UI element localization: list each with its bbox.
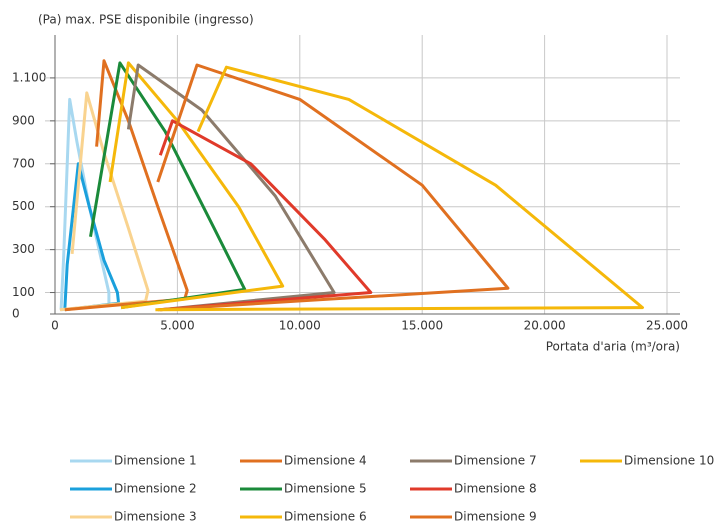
y-tick-label: 300	[12, 242, 35, 256]
legend-label: Dimensione 7	[454, 454, 537, 468]
x-tick-label: 5.000	[160, 319, 194, 333]
series-line	[89, 61, 247, 310]
x-tick-label: 10.000	[279, 319, 321, 333]
x-tick-label: 20.000	[524, 319, 566, 333]
y-tick-label: 500	[12, 199, 35, 213]
x-tick-label: 25.000	[646, 319, 688, 333]
y-tick-label: 900	[12, 113, 35, 127]
y-tick-label: 0	[12, 307, 20, 321]
legend-label: Dimensione 4	[284, 454, 367, 468]
legend-label: Dimensione 5	[284, 482, 367, 496]
legend-label: Dimensione 8	[454, 482, 537, 496]
legend-label: Dimensione 10	[624, 454, 714, 468]
y-tick-label: 700	[12, 156, 35, 170]
series-line	[63, 162, 121, 312]
series-line	[158, 119, 373, 312]
series-line	[126, 63, 336, 312]
legend-label: Dimensione 9	[454, 510, 537, 524]
x-axis-label: Portata d'aria (m³/ora)	[546, 340, 680, 354]
series-line	[155, 65, 644, 312]
series-line	[59, 97, 111, 312]
legend-label: Dimensione 2	[114, 482, 197, 496]
x-tick-label: 15.000	[401, 319, 443, 333]
chart-title: (Pa) max. PSE disponibile (ingresso)	[38, 13, 254, 27]
x-tick-label: 0	[51, 319, 59, 333]
y-tick-label: 100	[12, 285, 35, 299]
series-line	[156, 63, 510, 312]
y-tick-label: 1.100	[12, 70, 46, 84]
legend-label: Dimensione 1	[114, 454, 197, 468]
legend-label: Dimensione 3	[114, 510, 197, 524]
legend-label: Dimensione 6	[284, 510, 367, 524]
series-line	[108, 61, 285, 310]
